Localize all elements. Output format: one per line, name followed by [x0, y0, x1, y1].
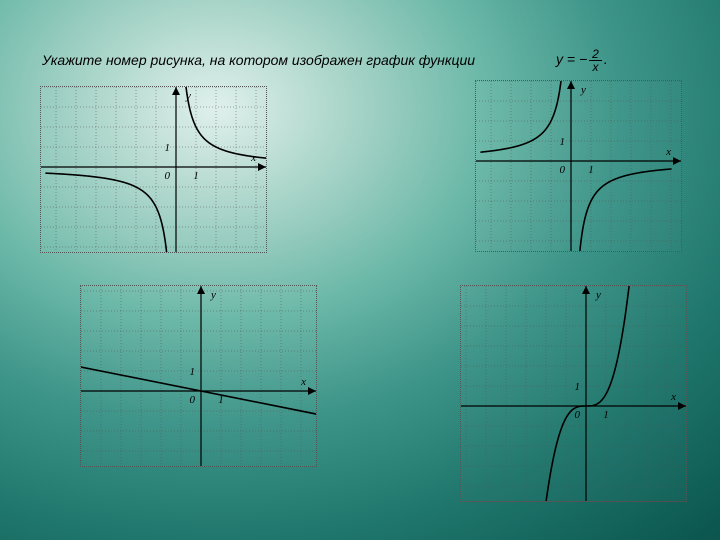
chart-1: 011yx: [40, 86, 267, 253]
svg-text:1: 1: [193, 170, 199, 182]
svg-text:1: 1: [575, 381, 581, 393]
formula: y = −2x.: [556, 48, 608, 73]
svg-text:y: y: [580, 84, 586, 96]
question-text: Укажите номер рисунка, на котором изобра…: [42, 52, 475, 68]
svg-text:y: y: [595, 289, 601, 301]
svg-text:x: x: [300, 376, 306, 388]
chart-3: 011yx: [80, 285, 317, 467]
svg-text:1: 1: [603, 409, 609, 421]
svg-text:0: 0: [165, 170, 171, 182]
formula-fraction: 2x: [589, 48, 602, 73]
formula-tail: .: [604, 51, 608, 67]
svg-text:0: 0: [575, 409, 581, 421]
svg-text:1: 1: [190, 366, 196, 378]
svg-text:1: 1: [560, 136, 566, 148]
svg-text:0: 0: [190, 394, 196, 406]
svg-text:x: x: [665, 146, 671, 158]
formula-den: x: [589, 61, 602, 73]
svg-text:x: x: [670, 391, 676, 403]
svg-text:1: 1: [588, 164, 594, 176]
chart-4: 0 1 1 y x: [460, 285, 687, 502]
chart-2: 0 1 1 y x: [475, 80, 682, 252]
svg-text:1: 1: [165, 142, 171, 154]
svg-text:0: 0: [560, 164, 566, 176]
svg-text:y: y: [210, 289, 216, 301]
svg-text:x: x: [250, 152, 256, 164]
formula-lhs: y = −: [556, 51, 587, 67]
